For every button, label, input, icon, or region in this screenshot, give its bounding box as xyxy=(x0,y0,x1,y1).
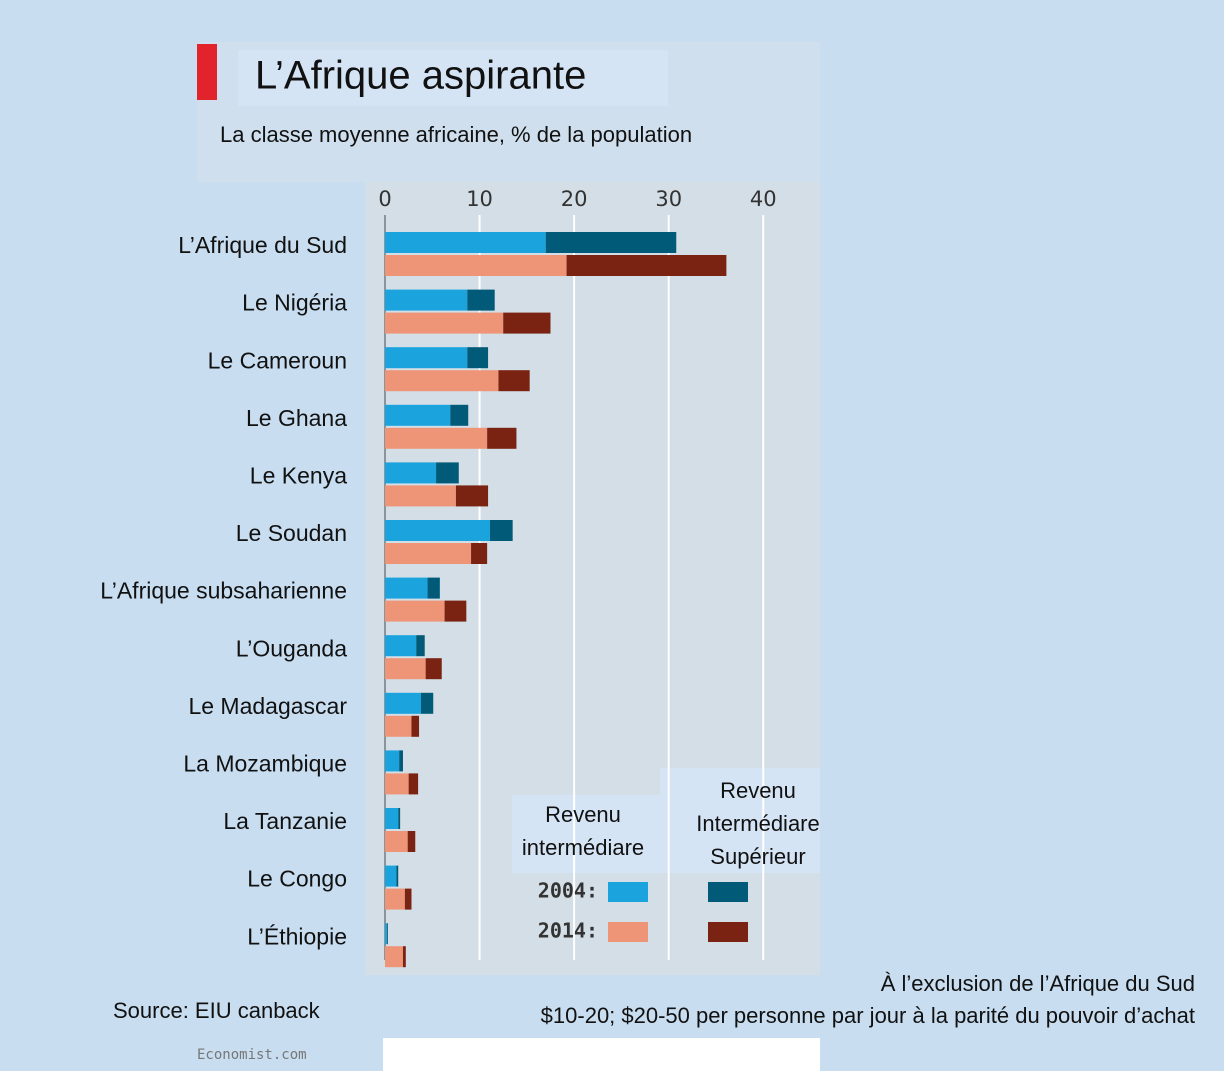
bar-segment xyxy=(385,347,468,369)
x-tick-label: 40 xyxy=(750,187,777,211)
bar-segment xyxy=(420,692,434,714)
bar-segment xyxy=(385,485,456,507)
bar-segment xyxy=(385,543,472,564)
bar-segment xyxy=(450,404,469,426)
bar-segment xyxy=(416,635,425,657)
bar-segment xyxy=(385,865,397,887)
legend-label: 2014: xyxy=(538,919,598,943)
y-tick-label: Le Congo xyxy=(247,866,347,892)
bar-segment xyxy=(427,577,440,599)
x-tick-label: 30 xyxy=(655,187,682,211)
y-tick-label: Le Kenya xyxy=(250,462,347,488)
bar-segment xyxy=(385,600,445,622)
bar-segment xyxy=(385,462,437,484)
legend-box xyxy=(660,768,820,873)
legend-header: Revenu intermédiare xyxy=(522,802,644,860)
y-tick-label: L’Ouganda xyxy=(236,635,347,661)
bar-segment xyxy=(467,289,495,311)
bar-segment xyxy=(566,255,727,276)
bar-segment xyxy=(398,808,401,829)
bar-segment xyxy=(385,404,451,426)
bar-segment xyxy=(385,577,428,599)
chart-title: L’Afrique aspirante xyxy=(255,54,586,98)
red-tag xyxy=(197,44,217,100)
legend-swatch xyxy=(608,922,648,942)
y-tick-label: La Mozambique xyxy=(183,750,347,776)
bar-segment xyxy=(503,312,551,334)
bar-segment xyxy=(385,750,400,772)
bar-segment xyxy=(471,543,488,564)
bar-segment xyxy=(425,658,442,680)
bar-segment xyxy=(385,773,409,795)
bar-segment xyxy=(489,520,513,541)
white-strip xyxy=(383,1038,820,1071)
legend-swatch xyxy=(708,882,748,902)
bar-segment xyxy=(385,692,421,714)
bar-segment xyxy=(385,635,417,657)
legend-box xyxy=(512,795,660,873)
legend-swatch xyxy=(608,882,648,902)
bar-segment xyxy=(385,888,405,910)
bar-segment xyxy=(487,427,517,449)
bar-segment xyxy=(385,232,546,253)
bar-segment xyxy=(396,865,399,887)
legend-header: Revenu Intermédiare Supérieur xyxy=(696,778,820,869)
bar-segment xyxy=(436,462,459,484)
x-tick-label: 0 xyxy=(378,187,391,211)
y-tick-label: La Tanzanie xyxy=(223,808,347,834)
bar-segment xyxy=(385,427,488,449)
y-tick-label: Le Ghana xyxy=(246,405,347,431)
bar-segment xyxy=(411,715,420,737)
legend-swatch xyxy=(708,922,748,942)
y-tick-label: L’Éthiopie xyxy=(247,923,347,949)
y-tick-label: Le Cameroun xyxy=(208,347,347,373)
y-tick-label: L’Afrique du Sud xyxy=(178,232,347,258)
chart-subtitle: La classe moyenne africaine, % de la pop… xyxy=(220,122,692,147)
bar-segment xyxy=(498,370,530,392)
bar-segment xyxy=(385,808,399,829)
bar-segment xyxy=(455,485,489,507)
bar-segment xyxy=(407,831,416,852)
bar-segment xyxy=(402,946,406,968)
bar-segment xyxy=(444,600,467,622)
bar-segment xyxy=(408,773,419,795)
bar-segment xyxy=(385,831,408,852)
bar-segment xyxy=(545,232,677,253)
y-tick-label: Le Nigéria xyxy=(242,290,347,316)
bar-segment xyxy=(467,347,489,369)
bar-segment xyxy=(385,255,567,276)
bar-segment xyxy=(385,715,412,737)
credit: Economist.com xyxy=(197,1047,307,1063)
bar-segment xyxy=(386,923,388,945)
footnote: $10-20; $20-50 per personne par jour à l… xyxy=(541,1003,1195,1028)
bar-segment xyxy=(404,888,412,910)
y-tick-label: Le Soudan xyxy=(236,520,347,546)
bar-segment xyxy=(399,750,403,772)
bar-segment xyxy=(385,520,490,541)
footnote: À l’exclusion de l’Afrique du Sud xyxy=(881,971,1195,996)
bar-segment xyxy=(385,289,468,311)
bar-segment xyxy=(385,312,504,334)
bar-segment xyxy=(385,658,426,680)
x-tick-label: 10 xyxy=(466,187,493,211)
y-tick-label: Le Madagascar xyxy=(188,693,347,719)
x-tick-label: 20 xyxy=(561,187,588,211)
source: Source: EIU canback xyxy=(113,998,321,1023)
legend-label: 2004: xyxy=(538,879,598,903)
bar-segment xyxy=(385,923,387,945)
bar-segment xyxy=(385,946,403,968)
y-tick-label: L’Afrique subsaharienne xyxy=(100,578,347,604)
title-box xyxy=(238,50,668,106)
bar-segment xyxy=(385,370,499,392)
